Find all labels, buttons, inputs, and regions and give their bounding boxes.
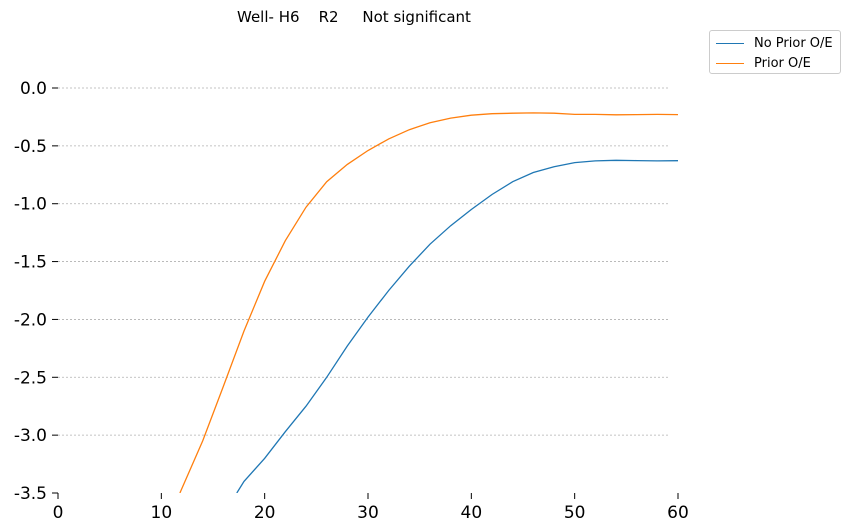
legend-swatch-no-prior	[716, 42, 744, 44]
x-tick-label: 20	[254, 503, 276, 523]
y-tick-label: -2.5	[14, 368, 47, 388]
y-tick-label: -1.5	[14, 253, 47, 273]
x-tick-label: 0	[53, 503, 64, 523]
legend: No Prior O/E Prior O/E	[709, 30, 841, 74]
x-tick-label: 10	[151, 503, 173, 523]
legend-label-no-prior: No Prior O/E	[754, 35, 833, 51]
y-tick-label: -3.0	[14, 426, 47, 446]
x-tick-label: 60	[667, 503, 689, 523]
x-tick-label: 30	[357, 503, 379, 523]
y-tick-label: -1.0	[14, 195, 47, 215]
y-tick-label: 0.0	[20, 79, 47, 99]
series-line-prior	[179, 112, 679, 493]
gridlines	[58, 87, 668, 436]
chart-title: Well- H6 R2 Not significant	[237, 8, 471, 26]
x-tick-label: 50	[564, 503, 586, 523]
y-tick-label: -2.0	[14, 310, 47, 330]
legend-swatch-prior	[716, 62, 744, 64]
legend-entry-no-prior: No Prior O/E	[716, 34, 833, 52]
series-lines	[179, 112, 679, 493]
x-tick-label: 40	[461, 503, 483, 523]
series-line-no-prior	[236, 159, 679, 493]
y-tick-label: -3.5	[14, 484, 47, 504]
axes: 0.0 -0.5 -1.0 -1.5 -2.0 -2.5 -3.0 -3.5 0 10 20 30 40…	[14, 79, 689, 523]
legend-label-prior: Prior O/E	[754, 55, 811, 71]
legend-entry-prior: Prior O/E	[716, 54, 811, 72]
y-tick-label: -0.5	[14, 137, 47, 157]
